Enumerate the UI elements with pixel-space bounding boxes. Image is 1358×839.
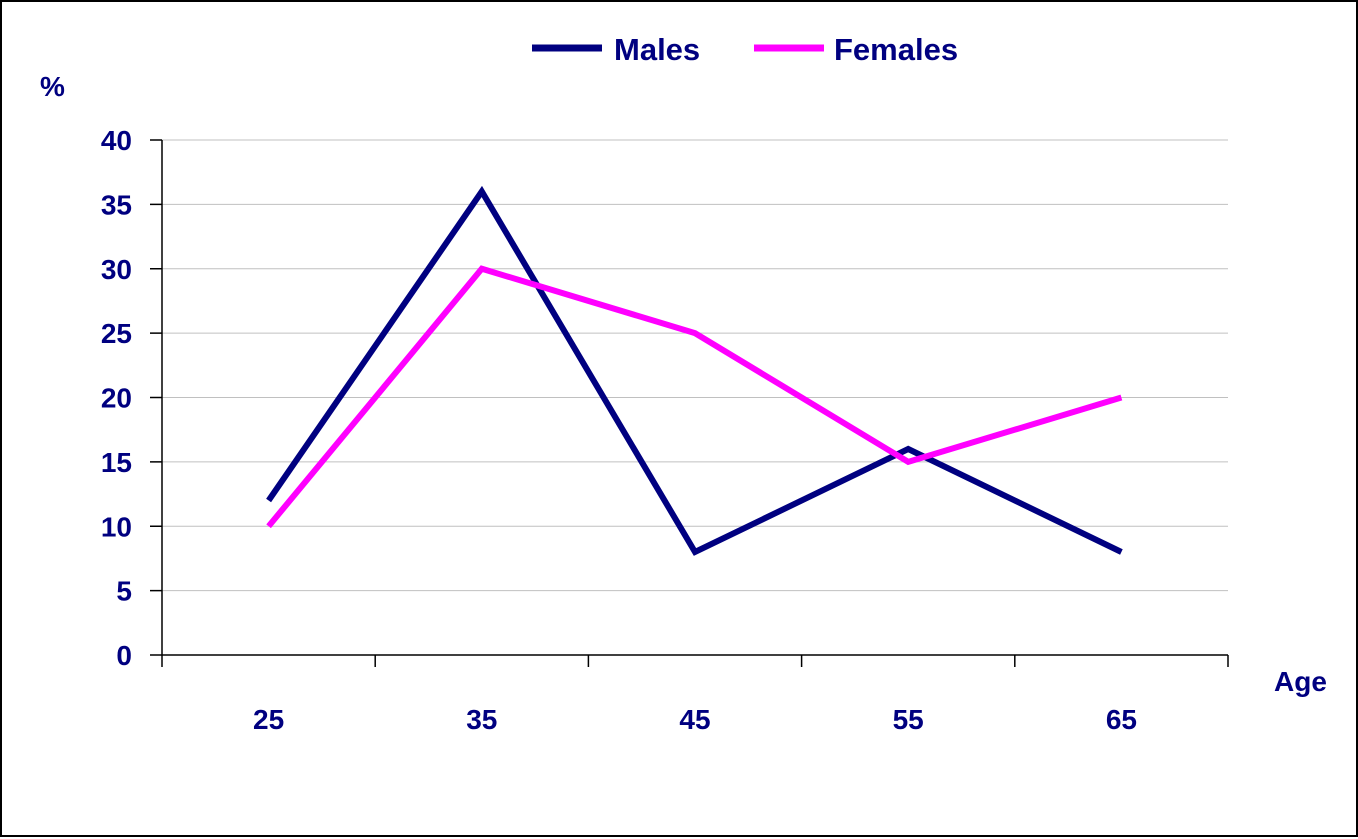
y-tick-label: 40 (101, 125, 132, 156)
x-tick-label: 55 (893, 704, 924, 735)
series-line-females (266, 265, 1123, 529)
y-tick-label: 10 (101, 511, 132, 542)
x-axis-label: Age (1274, 666, 1327, 697)
legend-label-females: Females (834, 32, 958, 67)
axes (150, 139, 1229, 667)
y-axis-label: % (40, 71, 65, 102)
x-tick-labels: 25 35 45 55 65 (253, 704, 1137, 735)
y-tick-label: 5 (116, 576, 132, 607)
y-tick-label: 15 (101, 447, 132, 478)
series-lines (266, 185, 1123, 556)
y-tick-labels: 0 5 10 15 20 25 30 35 40 (101, 125, 132, 671)
x-tick-label: 45 (679, 704, 710, 735)
y-tick-label: 25 (101, 318, 132, 349)
x-tick-label: 35 (466, 704, 497, 735)
x-tick-label: 65 (1106, 704, 1137, 735)
y-tick-label: 30 (101, 254, 132, 285)
series-line-males (266, 185, 1123, 556)
y-tick-label: 20 (101, 383, 132, 414)
y-tick-label: 35 (101, 189, 132, 220)
legend: Males Females (532, 32, 958, 67)
y-tick-label: 0 (116, 640, 132, 671)
x-tick-label: 25 (253, 704, 284, 735)
legend-label-males: Males (614, 32, 700, 67)
